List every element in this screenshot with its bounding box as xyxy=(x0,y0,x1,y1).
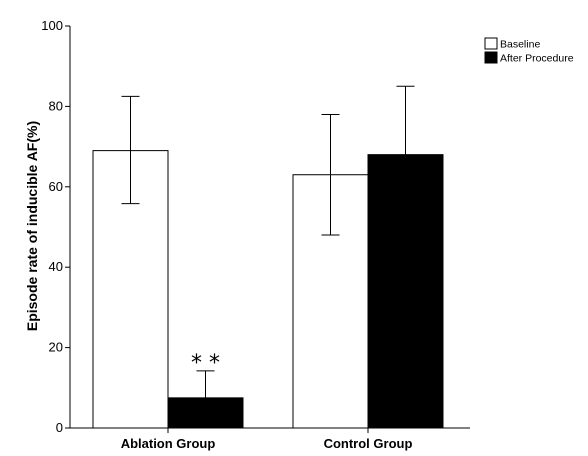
x-category-label: Control Group xyxy=(324,436,413,451)
y-tick-label: 40 xyxy=(49,259,63,274)
significance-annotation: * * xyxy=(191,351,220,376)
legend: Baseline After Procedure xyxy=(484,37,574,65)
y-tick-label: 80 xyxy=(49,98,63,113)
y-axis-title: Episode rate of inducible AF(%) xyxy=(24,121,40,331)
legend-swatch xyxy=(484,51,498,64)
legend-swatch xyxy=(484,37,498,50)
x-category-label: Ablation Group xyxy=(121,436,216,451)
plot-area: 0 20 40 60 80 100 Ablation Group Control Group *… xyxy=(41,18,470,451)
y-tick-label: 0 xyxy=(56,420,63,435)
y-tick-label: 100 xyxy=(41,18,63,33)
y-tick-label: 60 xyxy=(49,179,63,194)
legend-label: Baseline xyxy=(500,39,540,51)
bar-after-procedure xyxy=(167,397,244,429)
legend-label: After Procedure xyxy=(500,53,574,65)
y-tick-label: 20 xyxy=(49,340,63,355)
bar-after-procedure xyxy=(367,154,444,429)
